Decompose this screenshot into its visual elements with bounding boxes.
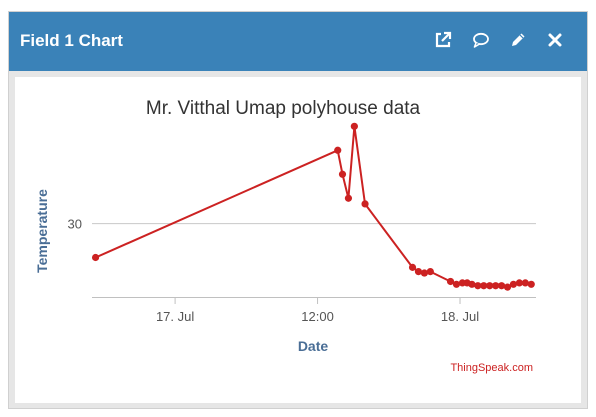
- chart-svg: Mr. Vitthal Umap polyhouse data Temperat…: [34, 98, 536, 374]
- data-point: [468, 280, 476, 288]
- widget-title: Field 1 Chart: [20, 31, 123, 50]
- x-tick-label: 12:00: [301, 309, 334, 324]
- widget-header: Field 1 Chart: [9, 12, 587, 71]
- close-icon[interactable]: [544, 29, 566, 51]
- data-point: [350, 122, 358, 130]
- chart-panel: Mr. Vitthal Umap polyhouse data Temperat…: [15, 77, 581, 403]
- x-axis-title: Date: [298, 338, 329, 354]
- external-link-icon[interactable]: [432, 29, 454, 51]
- data-point: [338, 170, 347, 178]
- data-point: [515, 279, 523, 287]
- chart-widget: Field 1 Chart: [8, 11, 588, 409]
- data-point: [344, 194, 353, 202]
- chart-credit[interactable]: ThingSpeak.com: [450, 362, 533, 374]
- data-point: [480, 282, 488, 290]
- data-point: [452, 280, 461, 288]
- data-point: [446, 277, 455, 286]
- plot-area: 30 17. Jul 12:00 18. Jul: [68, 122, 536, 324]
- data-point: [426, 268, 434, 276]
- x-tick-label: 17. Jul: [156, 309, 194, 324]
- data-point: [492, 282, 500, 290]
- series-line: [95, 125, 532, 289]
- pencil-icon[interactable]: [507, 29, 529, 51]
- chart-title: Mr. Vitthal Umap polyhouse data: [146, 98, 421, 119]
- data-point: [414, 268, 423, 276]
- data-point: [91, 253, 100, 262]
- data-point: [420, 269, 429, 277]
- data-point: [334, 146, 342, 154]
- y-axis-title: Temperature: [34, 189, 50, 273]
- data-point: [497, 282, 506, 290]
- y-tick-label: 30: [68, 217, 82, 232]
- data-point: [408, 263, 417, 271]
- data-point: [486, 282, 494, 290]
- data-point: [503, 283, 512, 291]
- data-point: [361, 200, 369, 208]
- data-point: [521, 279, 529, 287]
- data-point: [527, 280, 535, 288]
- data-point: [509, 280, 518, 288]
- comment-icon[interactable]: [470, 29, 492, 51]
- x-tick-label: 18. Jul: [441, 309, 479, 324]
- data-point: [474, 282, 482, 290]
